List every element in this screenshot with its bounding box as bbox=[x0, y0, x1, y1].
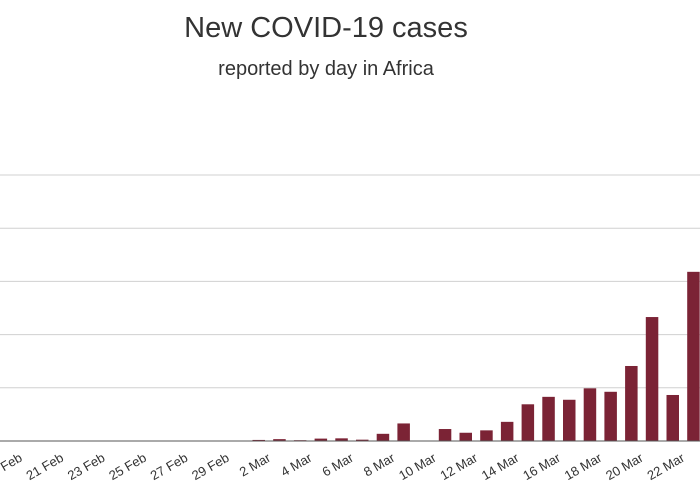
bar bbox=[314, 438, 328, 441]
bar bbox=[500, 421, 514, 441]
x-tick-label: 22 Mar bbox=[644, 450, 687, 484]
bar bbox=[563, 399, 576, 441]
bar bbox=[356, 439, 369, 441]
bar bbox=[521, 404, 535, 441]
bar bbox=[459, 432, 472, 441]
x-tick-label: 2 Mar bbox=[237, 450, 274, 480]
x-tick-label: 27 Feb bbox=[148, 450, 191, 483]
bar bbox=[645, 317, 659, 441]
bar bbox=[376, 433, 390, 441]
chart-subtitle: reported by day in Africa bbox=[218, 58, 434, 80]
x-tick-label: 4 Mar bbox=[278, 450, 315, 480]
x-tick-label: 8 Mar bbox=[361, 450, 398, 480]
x-tick-label: 23 Feb bbox=[65, 450, 108, 483]
bar bbox=[335, 438, 348, 441]
bar bbox=[542, 396, 555, 441]
bar bbox=[438, 429, 452, 441]
x-tick-label: 10 Mar bbox=[396, 450, 439, 484]
bar bbox=[252, 439, 265, 441]
bar bbox=[625, 365, 638, 441]
x-tick-label: 20 Mar bbox=[603, 450, 646, 484]
bar bbox=[666, 394, 679, 441]
x-tick-label: 29 Feb bbox=[189, 450, 232, 483]
x-tick-label: 14 Mar bbox=[479, 450, 522, 484]
x-tick-label: 25 Feb bbox=[106, 450, 149, 483]
x-tick-label: 18 Mar bbox=[562, 450, 605, 484]
x-tick-label: 16 Mar bbox=[520, 450, 563, 484]
bar bbox=[480, 430, 493, 441]
bar bbox=[583, 388, 597, 441]
x-tick-label: Feb bbox=[0, 450, 25, 474]
gridlines bbox=[0, 174, 700, 389]
x-tick-label: 6 Mar bbox=[320, 450, 357, 480]
bar bbox=[273, 439, 286, 441]
x-tick-label: 21 Feb bbox=[23, 450, 66, 483]
bar bbox=[604, 391, 617, 441]
bar bbox=[687, 271, 700, 441]
chart-title: New COVID-19 cases bbox=[184, 12, 468, 44]
x-tick-label: 12 Mar bbox=[437, 450, 480, 484]
bar bbox=[397, 423, 410, 441]
bars bbox=[252, 271, 700, 441]
